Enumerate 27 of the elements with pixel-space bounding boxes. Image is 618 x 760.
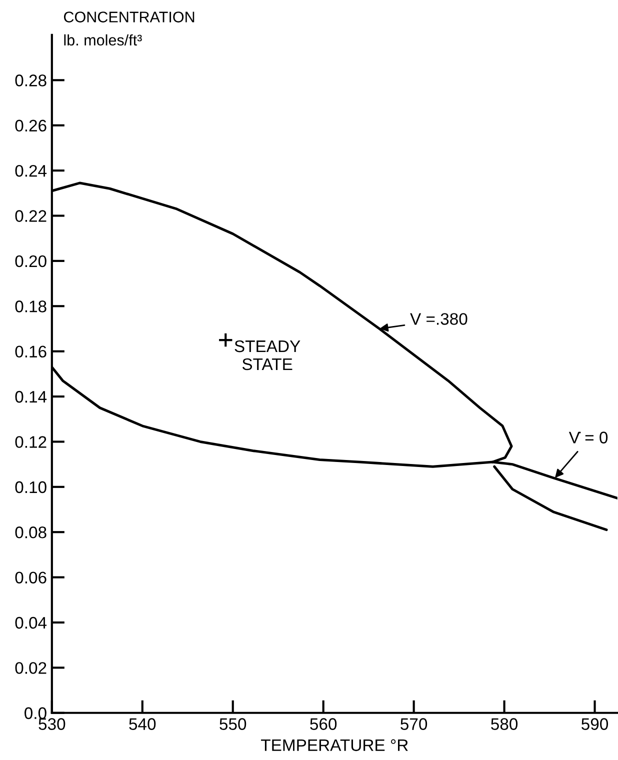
y-tick-label: 0.02 [15, 662, 46, 674]
x-tick-label: 570 [400, 718, 428, 730]
x-axis-title: TEMPERATURE °R [261, 739, 408, 752]
y-tick-label: 0.20 [15, 255, 46, 268]
y-tick-label: 0.10 [15, 481, 46, 494]
x-tick-label: 580 [491, 718, 518, 730]
y-tick-label: 0.16 [15, 346, 46, 358]
y-tick-label: 0.18 [15, 300, 46, 312]
y-tick-label: 0.12 [15, 436, 46, 448]
annotation: V =.380 [410, 313, 468, 325]
y-tick-label: 0.26 [15, 120, 46, 132]
x-tick-label: 560 [310, 718, 337, 730]
y-tick-label: 0.06 [15, 572, 46, 584]
x-tick-label: 550 [220, 718, 246, 730]
y-tick-label: 0.24 [15, 164, 47, 177]
y-axis-title: CONCENTRATION lb. moles/ft³ [64, 12, 194, 46]
x-tick-label: 540 [129, 718, 156, 730]
annotation: V̇ = 0 [568, 432, 608, 444]
y-tick-label: 0.28 [15, 74, 46, 86]
y-tick-label: 0.04 [15, 616, 47, 629]
y-tick-label: 0.0 [24, 707, 46, 720]
y-tick-label: 0.22 [15, 210, 46, 222]
annotation: STEADY STATE [234, 340, 300, 370]
x-tick-label: 590 [582, 718, 608, 730]
y-tick-label: 0.14 [15, 390, 47, 403]
y-tick-label: 0.08 [15, 526, 46, 538]
x-tick-label: 530 [38, 718, 66, 730]
